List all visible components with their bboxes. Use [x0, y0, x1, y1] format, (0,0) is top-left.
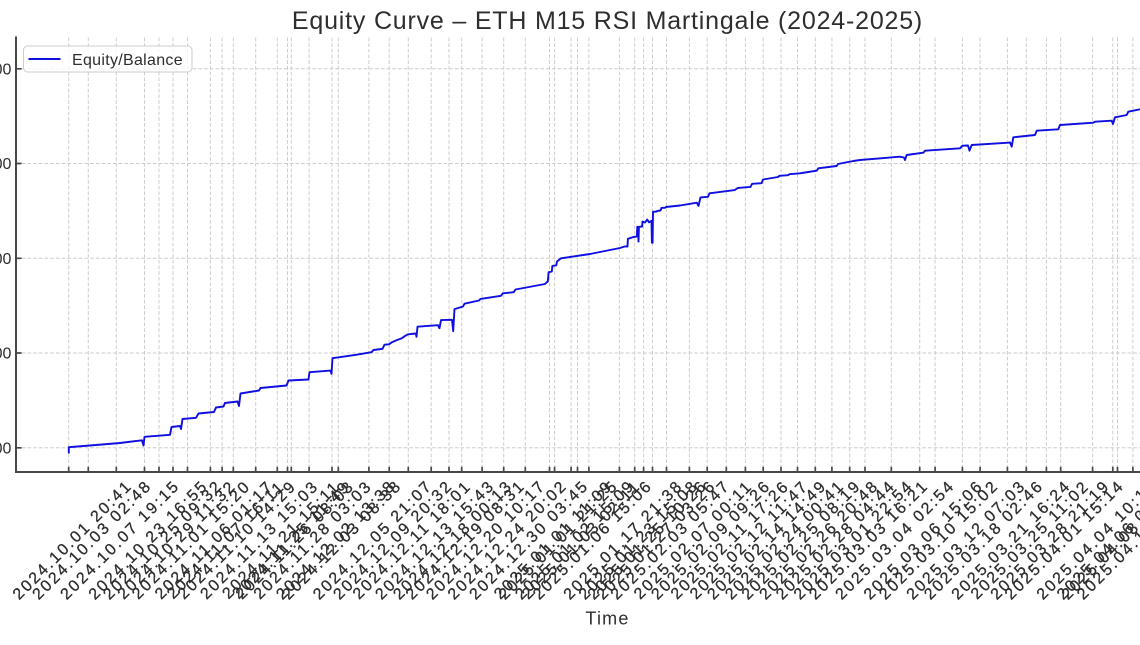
- svg-text:12000: 12000: [0, 62, 11, 79]
- svg-text:11500: 11500: [0, 156, 11, 173]
- svg-text:Equity Curve – ETH M15 RSI Mar: Equity Curve – ETH M15 RSI Martingale (2…: [292, 7, 923, 35]
- svg-text:11000: 11000: [0, 251, 11, 268]
- svg-text:10500: 10500: [0, 346, 11, 363]
- svg-text:Equity/Balance: Equity/Balance: [72, 52, 183, 69]
- svg-text:Time: Time: [585, 609, 629, 629]
- svg-text:10000: 10000: [0, 441, 11, 458]
